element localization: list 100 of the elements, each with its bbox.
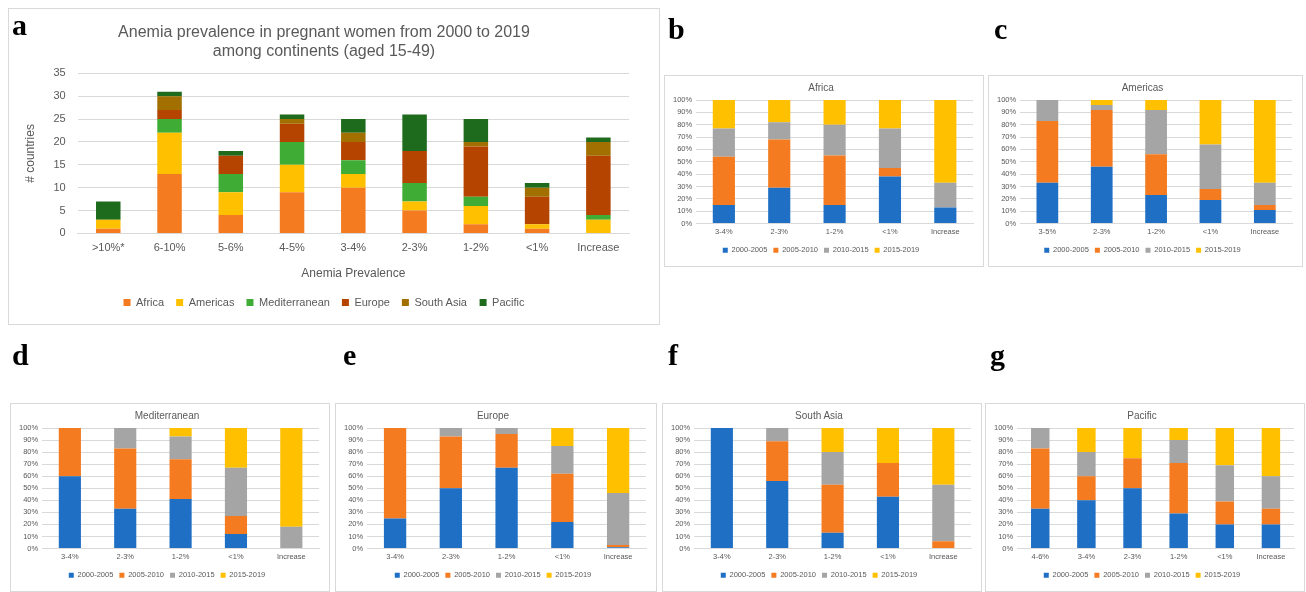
bar: [114, 448, 137, 509]
bar: [463, 205, 489, 225]
text: f: [668, 338, 678, 371]
bar: [341, 119, 366, 133]
bar: [878, 128, 902, 168]
bar: [932, 541, 955, 548]
bar: [224, 534, 248, 548]
bar: [821, 452, 844, 485]
bar: [279, 123, 305, 142]
bar: [586, 219, 611, 233]
legend-label: Africa: [136, 295, 166, 308]
bar: [710, 428, 733, 548]
x-tick-label: 5-6%: [217, 241, 244, 254]
bar: [1123, 458, 1142, 489]
bar: [1261, 428, 1281, 477]
bar: [586, 215, 611, 220]
legend-label: Mediterranean: [258, 295, 330, 308]
bar: [402, 210, 427, 233]
bar: [463, 146, 489, 197]
bar: [495, 467, 518, 548]
bar: [1215, 428, 1235, 466]
chart-title: Europe: [476, 409, 510, 421]
bar: [402, 151, 427, 184]
bar: [876, 428, 900, 463]
y-tick-label: 15: [53, 157, 66, 170]
bar: [524, 183, 550, 188]
bar: [383, 428, 407, 519]
bar: [1253, 100, 1276, 183]
bar: [1199, 200, 1222, 223]
x-tick-label: 4-5%: [279, 241, 306, 254]
bar: [96, 201, 121, 220]
bar: [58, 428, 81, 477]
bar: [1145, 154, 1167, 196]
bar: [1215, 465, 1235, 502]
bar: [1169, 428, 1188, 441]
y-tick-label: 0: [59, 226, 66, 239]
bar: [878, 100, 902, 129]
bar: [341, 173, 366, 188]
bar: [439, 428, 462, 437]
bar: [341, 160, 366, 174]
bar: [878, 167, 902, 177]
y-tick-label: 10: [53, 180, 66, 193]
bar: [586, 155, 611, 216]
text: g: [990, 338, 1005, 371]
bar: [551, 446, 574, 474]
bar: [768, 187, 791, 223]
text: e: [343, 338, 357, 371]
bar: [96, 219, 121, 229]
x-tick-label: >10%*: [91, 241, 126, 254]
bar: [1199, 144, 1222, 189]
y-tick-label: 30: [53, 89, 66, 102]
bar: [218, 192, 244, 216]
bar: [1261, 476, 1281, 509]
bar: [876, 496, 900, 548]
bar: [1036, 182, 1059, 223]
bar: [280, 428, 303, 527]
bar: [341, 132, 366, 142]
bar: [821, 428, 844, 453]
bar: [1169, 513, 1188, 548]
bar: [224, 515, 248, 535]
bar: [606, 493, 630, 545]
bar: [1090, 100, 1113, 105]
bar: [551, 521, 574, 548]
bar: [823, 124, 846, 156]
bar: [821, 484, 844, 533]
bar: [169, 428, 192, 437]
bar: [823, 204, 846, 223]
bar: [1077, 500, 1096, 548]
bar: [1077, 452, 1096, 477]
bar: [169, 459, 192, 500]
bar: [1090, 166, 1113, 223]
bar: [768, 100, 791, 123]
bar: [524, 224, 550, 229]
bar: [463, 224, 489, 233]
bar: [157, 132, 182, 174]
chart-title: Africa: [808, 81, 835, 93]
bar: [606, 428, 630, 494]
bar: [1123, 428, 1142, 459]
bar: [766, 481, 789, 548]
legend-label: South Asia: [414, 295, 468, 308]
bar: [1145, 100, 1167, 110]
bar: [1215, 524, 1235, 548]
bar: [1145, 109, 1167, 155]
bar: [524, 187, 550, 197]
bar: [224, 428, 248, 468]
bar: [279, 164, 305, 193]
y-tick-label: 35: [53, 66, 66, 79]
bar: [439, 436, 462, 489]
bar: [1031, 428, 1050, 449]
x-tick-label: <1%: [525, 241, 549, 254]
x-tick-label: 2-3%: [401, 241, 428, 254]
bar: [1090, 109, 1113, 167]
bar: [402, 183, 427, 202]
bar: [1036, 121, 1059, 183]
bar: [383, 518, 407, 548]
bar: [766, 441, 789, 482]
bar: [878, 176, 902, 223]
bar: [1031, 508, 1050, 548]
bar: [157, 173, 182, 233]
bar: [279, 141, 305, 165]
